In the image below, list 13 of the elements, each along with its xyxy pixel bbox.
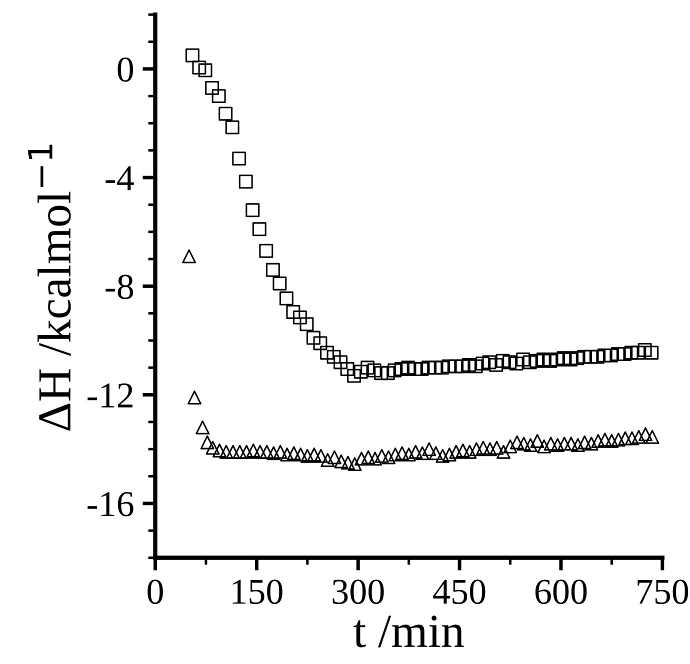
x-tick-label: 150 bbox=[232, 580, 282, 604]
x-axis-title: t /min bbox=[354, 616, 464, 648]
x-tick-label: 0 bbox=[148, 580, 163, 604]
y-axis-title: ΔH /kcalmol$^{−1}$ bbox=[28, 144, 71, 431]
y-tick-label: -16 bbox=[88, 492, 134, 516]
x-tick-label: 300 bbox=[332, 580, 384, 604]
x-tick-label: 600 bbox=[535, 580, 587, 604]
x-tick-label: 450 bbox=[433, 580, 486, 604]
y-tick-label: -8 bbox=[106, 274, 134, 300]
y-tick-label: 0 bbox=[118, 57, 134, 82]
y-tick-label: -4 bbox=[106, 166, 134, 190]
y-tick-label: -12 bbox=[88, 383, 132, 408]
x-tick-label: 750 bbox=[638, 580, 688, 604]
